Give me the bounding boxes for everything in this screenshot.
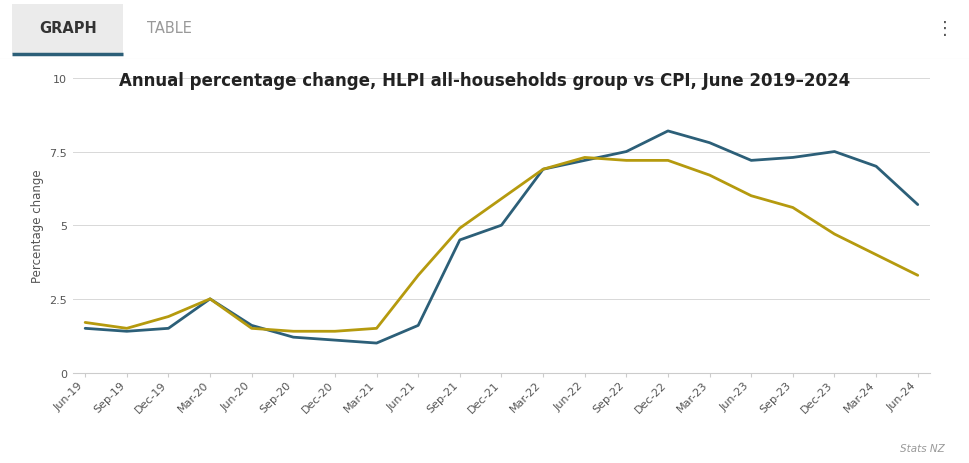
FancyBboxPatch shape	[12, 5, 123, 56]
Y-axis label: Percentage change: Percentage change	[31, 169, 44, 282]
Text: Stats NZ: Stats NZ	[900, 443, 945, 453]
Text: GRAPH: GRAPH	[39, 21, 97, 37]
Text: ⋮: ⋮	[936, 20, 953, 38]
Text: Annual percentage change, HLPI all-households group vs CPI, June 2019–2024: Annual percentage change, HLPI all-house…	[119, 72, 850, 90]
Text: TABLE: TABLE	[147, 21, 192, 37]
